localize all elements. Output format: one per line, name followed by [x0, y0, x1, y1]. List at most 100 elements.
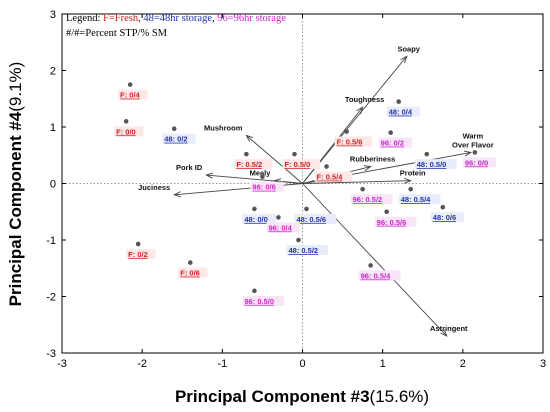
score-point	[276, 215, 281, 220]
point-label-bg	[250, 181, 284, 192]
score-point-group: 96: 0.5/4	[358, 263, 401, 281]
score-point-group: F: 0.5/0	[282, 151, 321, 170]
score-point	[252, 206, 257, 212]
y-tick-label: 0	[50, 179, 56, 191]
score-point-group: 48: 0.5/0	[414, 151, 457, 170]
vector-arrowhead	[356, 106, 364, 115]
score-point-group: 96: 0.5/0	[242, 288, 285, 306]
point-label: F: 0/6	[180, 269, 200, 278]
legend-entry-fresh: F=Fresh	[103, 13, 139, 24]
vector-label-line: Over Flavor	[452, 140, 494, 149]
x-tick-label: 3	[540, 358, 546, 370]
point-label: 48: 0.5/6	[297, 215, 327, 224]
vector-arrowhead	[363, 165, 372, 172]
score-point	[360, 186, 365, 192]
y-tick-label: 3	[50, 9, 56, 21]
y-tick-label: -2	[46, 292, 56, 304]
point-label: 96: 0/4	[268, 223, 292, 232]
legend-entry-96hr: 96=96hr storage	[217, 13, 286, 24]
vector-label-line: Juciness	[138, 183, 170, 192]
score-point-group: 48: 0/2	[162, 126, 196, 144]
score-point-group: F: 0/0	[114, 119, 144, 137]
point-label-bg	[294, 213, 337, 224]
point-label: 48: 0.5/0	[417, 160, 447, 169]
score-point	[123, 119, 129, 124]
y-tick-label: -1	[46, 235, 56, 247]
vector-label-line: Soapy	[397, 44, 420, 53]
x-tick-label: -2	[137, 358, 147, 370]
point-label-bg	[126, 248, 156, 259]
point-label: 48: 0/0	[244, 215, 267, 224]
point-label-bg	[334, 136, 373, 147]
vector-label: Juciness	[138, 183, 170, 192]
score-point	[440, 204, 446, 210]
vector-arrowhead	[440, 329, 448, 337]
vector-arrowhead	[404, 177, 412, 184]
vector-label-line: Protein	[400, 169, 426, 178]
score-point	[384, 209, 389, 215]
score-point	[187, 260, 193, 265]
vector-label-line: Mealy	[250, 169, 272, 178]
x-axis-title: Principal Component #3(15.6%)	[175, 387, 429, 406]
legend-line-1: Legend: F=Fresh, 48=48hr storage, 96=96h…	[66, 13, 286, 24]
score-point-group: F: 0.5/4	[314, 164, 353, 182]
point-label-bg	[162, 133, 196, 144]
score-point	[472, 150, 478, 155]
vector-label-line: Pork ID	[176, 163, 203, 172]
point-label-bg	[414, 159, 457, 170]
vector-arrowhead	[463, 150, 473, 157]
score-point-group: 96: 0/0	[462, 150, 497, 168]
score-point-group: F: 0.5/6	[334, 129, 373, 147]
point-label-bg	[398, 194, 441, 205]
point-label: 96: 0.5/0	[244, 297, 274, 306]
loading-vector	[246, 135, 303, 184]
x-tick-label: 1	[380, 358, 386, 370]
point-label: F: 0/2	[128, 250, 148, 259]
point-label-bg	[242, 295, 285, 306]
point-label: 48: 0/6	[433, 213, 456, 222]
point-label-bg	[266, 222, 300, 233]
score-point	[252, 288, 257, 294]
score-point	[344, 129, 349, 134]
vector-label: Protein	[400, 169, 426, 178]
vector-label-line: Toughness	[345, 95, 384, 104]
score-point-group: F: 0/2	[126, 241, 156, 259]
score-point-group: 96: 0/4	[266, 215, 300, 233]
loading-vector	[302, 106, 363, 184]
score-point-group: 48: 0.5/2	[286, 237, 329, 255]
score-point-group: 96: 0.5/2	[350, 186, 393, 205]
x-tick-label: -1	[217, 358, 227, 370]
score-point	[324, 164, 329, 169]
point-label-bg	[314, 171, 353, 182]
point-label-bg	[374, 216, 417, 227]
legend: Legend: F=Fresh, 48=48hr storage, 96=96h…	[66, 13, 286, 39]
point-label: 96: 0.5/2	[353, 195, 383, 204]
y-axis-title: Principal Component #4(9.1%)	[6, 62, 25, 307]
score-point-group: F: 0.5/2	[234, 151, 272, 170]
point-label-bg	[118, 89, 148, 100]
score-point	[408, 186, 414, 192]
vector-arrowhead	[205, 172, 214, 179]
score-point	[396, 99, 402, 104]
vector-label: Warm Over Flavor	[452, 131, 494, 149]
point-label: 96: 0/2	[381, 139, 404, 148]
y-tick-label: 2	[50, 66, 56, 78]
point-label-bg	[234, 159, 272, 170]
point-label: F: 0.5/2	[236, 160, 262, 169]
point-label-bg	[462, 157, 497, 168]
score-point	[388, 130, 393, 135]
point-label-bg	[378, 137, 413, 148]
x-axis-label: Principal Component #3	[175, 387, 370, 406]
score-point	[171, 126, 177, 131]
point-label: 48: 0.5/4	[401, 195, 431, 204]
loading-vector	[302, 180, 411, 184]
x-tick-label: 2	[460, 358, 466, 370]
vector-arrowhead	[245, 134, 254, 142]
vector-label: Mushroom	[204, 123, 243, 132]
loading-vector	[302, 183, 448, 337]
vector-label: Pork ID	[176, 163, 203, 172]
loading-vector	[274, 180, 303, 184]
y-axis-label: Principal Component #4	[6, 111, 25, 306]
point-label: 48: 0/2	[164, 135, 187, 144]
legend-entry-48hr: 48=48hr storage	[143, 13, 212, 24]
